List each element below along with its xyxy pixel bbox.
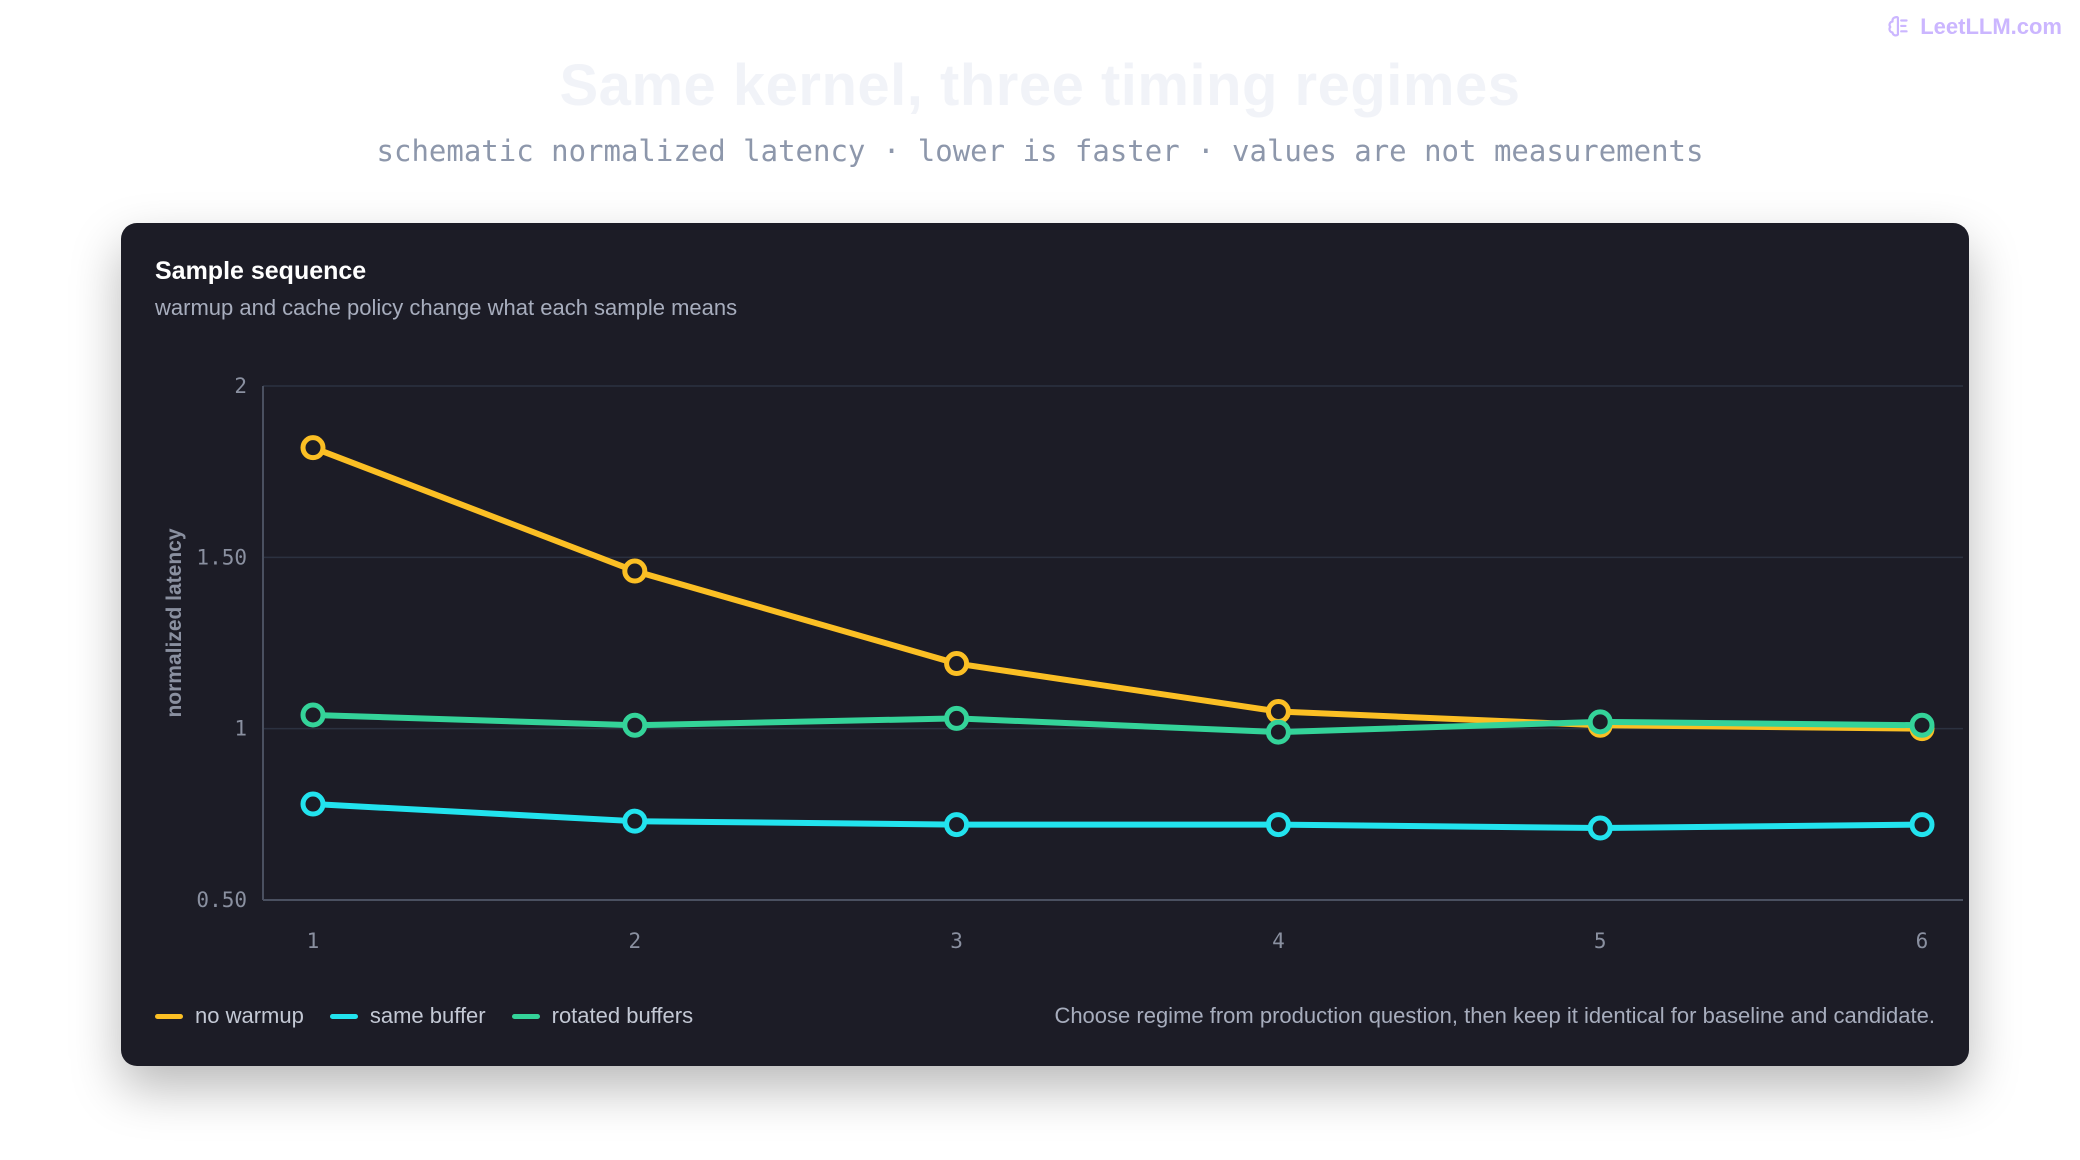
legend-label: same buffer [369, 1003, 486, 1028]
x-tick-label: 3 [950, 929, 963, 953]
brand-logo[interactable]: LeetLLM.com [1886, 14, 2062, 40]
legend-swatch [155, 1013, 183, 1019]
data-point-no-warmup [944, 651, 970, 677]
legend-swatch [511, 1013, 540, 1019]
x-tick-label: 6 [1916, 929, 1929, 953]
series-line-no-warmup [310, 444, 1925, 732]
data-point-same-buffer [300, 791, 326, 817]
line-chart: 0.50 1 1.50 2 1 2 3 4 5 6 normalized latency [163, 374, 1963, 953]
x-tick-label: 4 [1272, 929, 1285, 953]
chart-title: Sample sequence [155, 257, 367, 285]
brand-text: LeetLLM.com [1920, 14, 2062, 39]
data-point-same-buffer [1265, 812, 1291, 838]
x-tick-label: 5 [1594, 929, 1607, 953]
data-point-same-buffer [944, 812, 970, 838]
x-tick-label: 2 [628, 929, 641, 953]
series-line-rotated-buffers [310, 711, 1925, 736]
data-point-same-buffer [622, 808, 648, 834]
legend-label: no warmup [195, 1003, 304, 1028]
chart-subtitle: warmup and cache policy change what each… [155, 295, 738, 320]
y-tick-label: 0.50 [196, 888, 247, 912]
chart-legend: no warmup same buffer rotated buffers [155, 1003, 693, 1029]
legend-item: rotated buffers [511, 1003, 694, 1029]
legend-item: same buffer [329, 1003, 486, 1029]
data-point-rotated-buffers [1909, 712, 1935, 738]
data-point-rotated-buffers [1587, 709, 1613, 735]
data-point-rotated-buffers [300, 702, 326, 728]
y-tick-label: 1 [234, 717, 247, 741]
legend-label: rotated buffers [551, 1003, 694, 1028]
data-point-rotated-buffers [1265, 719, 1291, 745]
chart-card: Sample sequence warmup and cache policy … [121, 223, 1969, 1066]
data-point-same-buffer [1587, 815, 1613, 841]
legend-swatch [329, 1013, 358, 1019]
data-point-rotated-buffers [622, 712, 648, 738]
page-title: Same kernel, three timing regimes [559, 53, 1521, 118]
data-point-no-warmup [300, 435, 326, 461]
chart-note: Choose regime from production question, … [1054, 1003, 1935, 1028]
data-point-no-warmup [622, 558, 648, 584]
y-tick-label: 1.50 [196, 545, 247, 569]
y-axis-label: normalized latency [163, 528, 186, 717]
page-subtitle: schematic normalized latency · lower is … [376, 134, 1704, 168]
x-tick-label: 1 [307, 929, 320, 953]
y-tick-label: 2 [234, 374, 247, 398]
brain-icon [1888, 15, 1908, 37]
legend-item: no warmup [155, 1003, 304, 1029]
data-point-same-buffer [1909, 812, 1935, 838]
data-point-no-warmup [1265, 699, 1291, 725]
data-point-rotated-buffers [944, 705, 970, 731]
series-line-same-buffer [310, 801, 1925, 832]
